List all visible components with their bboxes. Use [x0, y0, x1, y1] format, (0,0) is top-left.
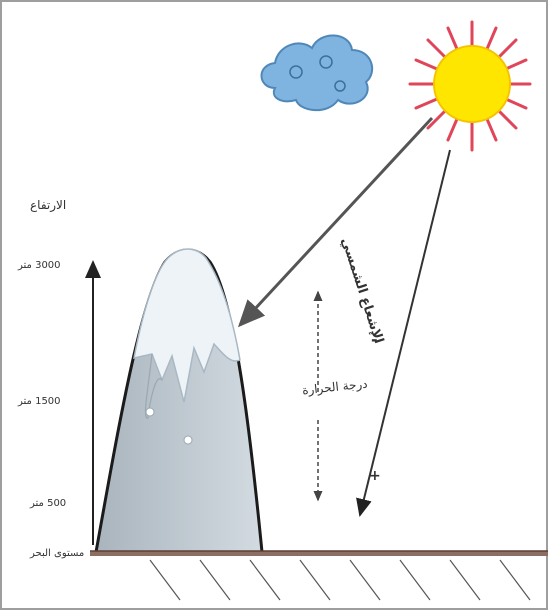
- altitude-label-500: 500 متر: [30, 498, 67, 509]
- minus-sign: -: [371, 330, 378, 349]
- cloud-icon: [260, 34, 374, 112]
- altitude-label-1500: 1500 متر: [18, 396, 61, 407]
- mountain: [94, 248, 264, 554]
- sea-level-label: مستوى البحر: [30, 548, 85, 559]
- altitude-label-3000: 3000 متر: [18, 260, 61, 271]
- altitude-axis-title: الارتفاع: [30, 198, 67, 212]
- radiation-arrow-to-mountain: [237, 116, 434, 328]
- snow-cap: [133, 248, 241, 403]
- radiation-arrow-to-ground: [356, 149, 451, 517]
- ground: [90, 550, 548, 601]
- sun-icon: [408, 20, 532, 152]
- plus-sign: +: [369, 468, 381, 484]
